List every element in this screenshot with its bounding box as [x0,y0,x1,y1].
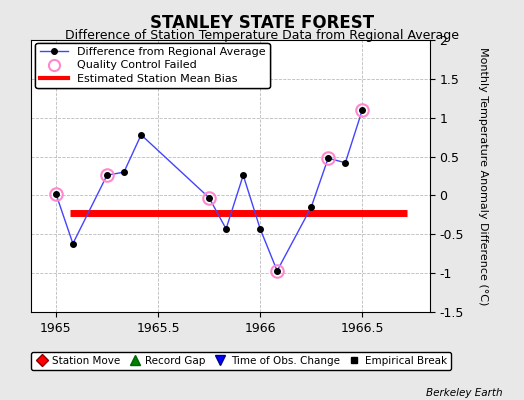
Legend: Difference from Regional Average, Quality Control Failed, Estimated Station Mean: Difference from Regional Average, Qualit… [36,43,270,88]
Text: Berkeley Earth: Berkeley Earth [427,388,503,398]
Legend: Station Move, Record Gap, Time of Obs. Change, Empirical Break: Station Move, Record Gap, Time of Obs. C… [31,352,451,370]
Text: STANLEY STATE FOREST: STANLEY STATE FOREST [150,14,374,32]
Text: Difference of Station Temperature Data from Regional Average: Difference of Station Temperature Data f… [65,29,459,42]
Y-axis label: Monthly Temperature Anomaly Difference (°C): Monthly Temperature Anomaly Difference (… [478,47,488,305]
